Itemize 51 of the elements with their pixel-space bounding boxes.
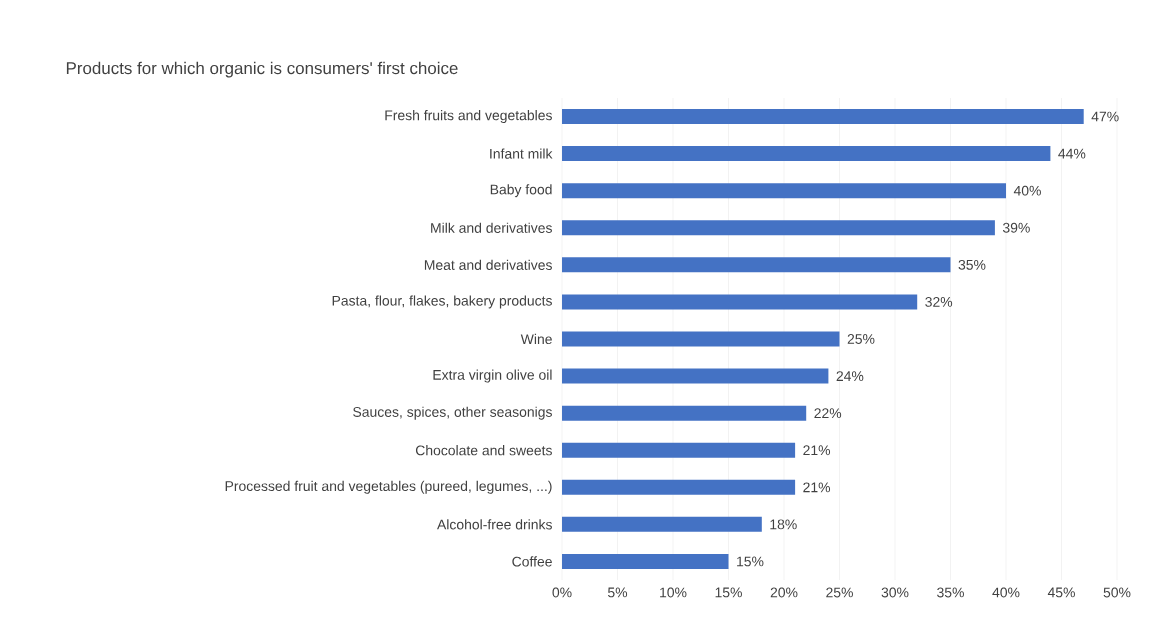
y-tick-label: Processed fruit and vegetables (pureed, legumes, ...) [225, 480, 552, 494]
data-label: 32% [925, 296, 953, 307]
bar [562, 257, 951, 273]
data-label: 21% [803, 445, 831, 456]
y-tick-label: Pasta, flour, flakes, bakery products [332, 295, 552, 309]
bar [562, 442, 796, 458]
x-tick-label: 50% [1103, 587, 1131, 598]
data-label: 40% [1013, 185, 1041, 196]
bar [562, 146, 1051, 162]
y-tick-label: Coffee [512, 556, 552, 567]
data-label: 44% [1058, 148, 1086, 159]
y-tick-label: Wine [520, 333, 552, 345]
x-tick-label: 0% [552, 587, 572, 598]
bar [562, 553, 729, 569]
y-tick-label: Fresh fruits and vegetables [385, 110, 552, 124]
x-tick-label: 40% [992, 587, 1020, 598]
x-tick-label: 30% [881, 587, 909, 598]
bar [562, 479, 796, 495]
y-tick-label: Sauces, spices, other seasonigs [353, 406, 552, 420]
x-tick-label: 10% [660, 587, 687, 598]
data-label: 35% [958, 259, 986, 270]
y-tick-label: Milk and derivatives [431, 222, 552, 233]
y-tick-label: Infant milk [490, 148, 553, 159]
x-tick-label: 5% [607, 587, 628, 598]
bar [562, 405, 807, 421]
bar [562, 183, 1007, 199]
y-tick-label: Baby food [490, 184, 552, 198]
bar [562, 294, 918, 310]
x-tick-label: 35% [937, 587, 964, 598]
bar [562, 516, 762, 532]
bar [562, 220, 995, 236]
y-tick-label: Chocolate and sweets [415, 445, 552, 456]
bar [562, 109, 1084, 125]
x-tick-label: 25% [826, 587, 853, 598]
x-tick-label: 15% [715, 587, 742, 598]
text: Products for which organic is consumers' first choice [66, 61, 458, 78]
data-label: 24% [836, 371, 864, 381]
x-tick-label: 20% [770, 587, 798, 598]
data-label: 39% [1002, 222, 1030, 233]
data-label: 15% [737, 556, 764, 567]
x-tick-label: 45% [1047, 587, 1075, 598]
data-label: 21% [803, 482, 831, 493]
data-label: 22% [814, 408, 842, 419]
data-label: 47% [1091, 111, 1119, 122]
bar [562, 368, 829, 384]
y-tick-label: Meat and derivatives [424, 259, 552, 270]
data-label: 25% [847, 334, 875, 344]
bar [562, 331, 840, 347]
y-tick-label: Extra virgin olive oil [433, 369, 552, 383]
y-tick-label: Alcohol-free drinks [437, 519, 552, 530]
data-label: 18% [770, 519, 797, 530]
